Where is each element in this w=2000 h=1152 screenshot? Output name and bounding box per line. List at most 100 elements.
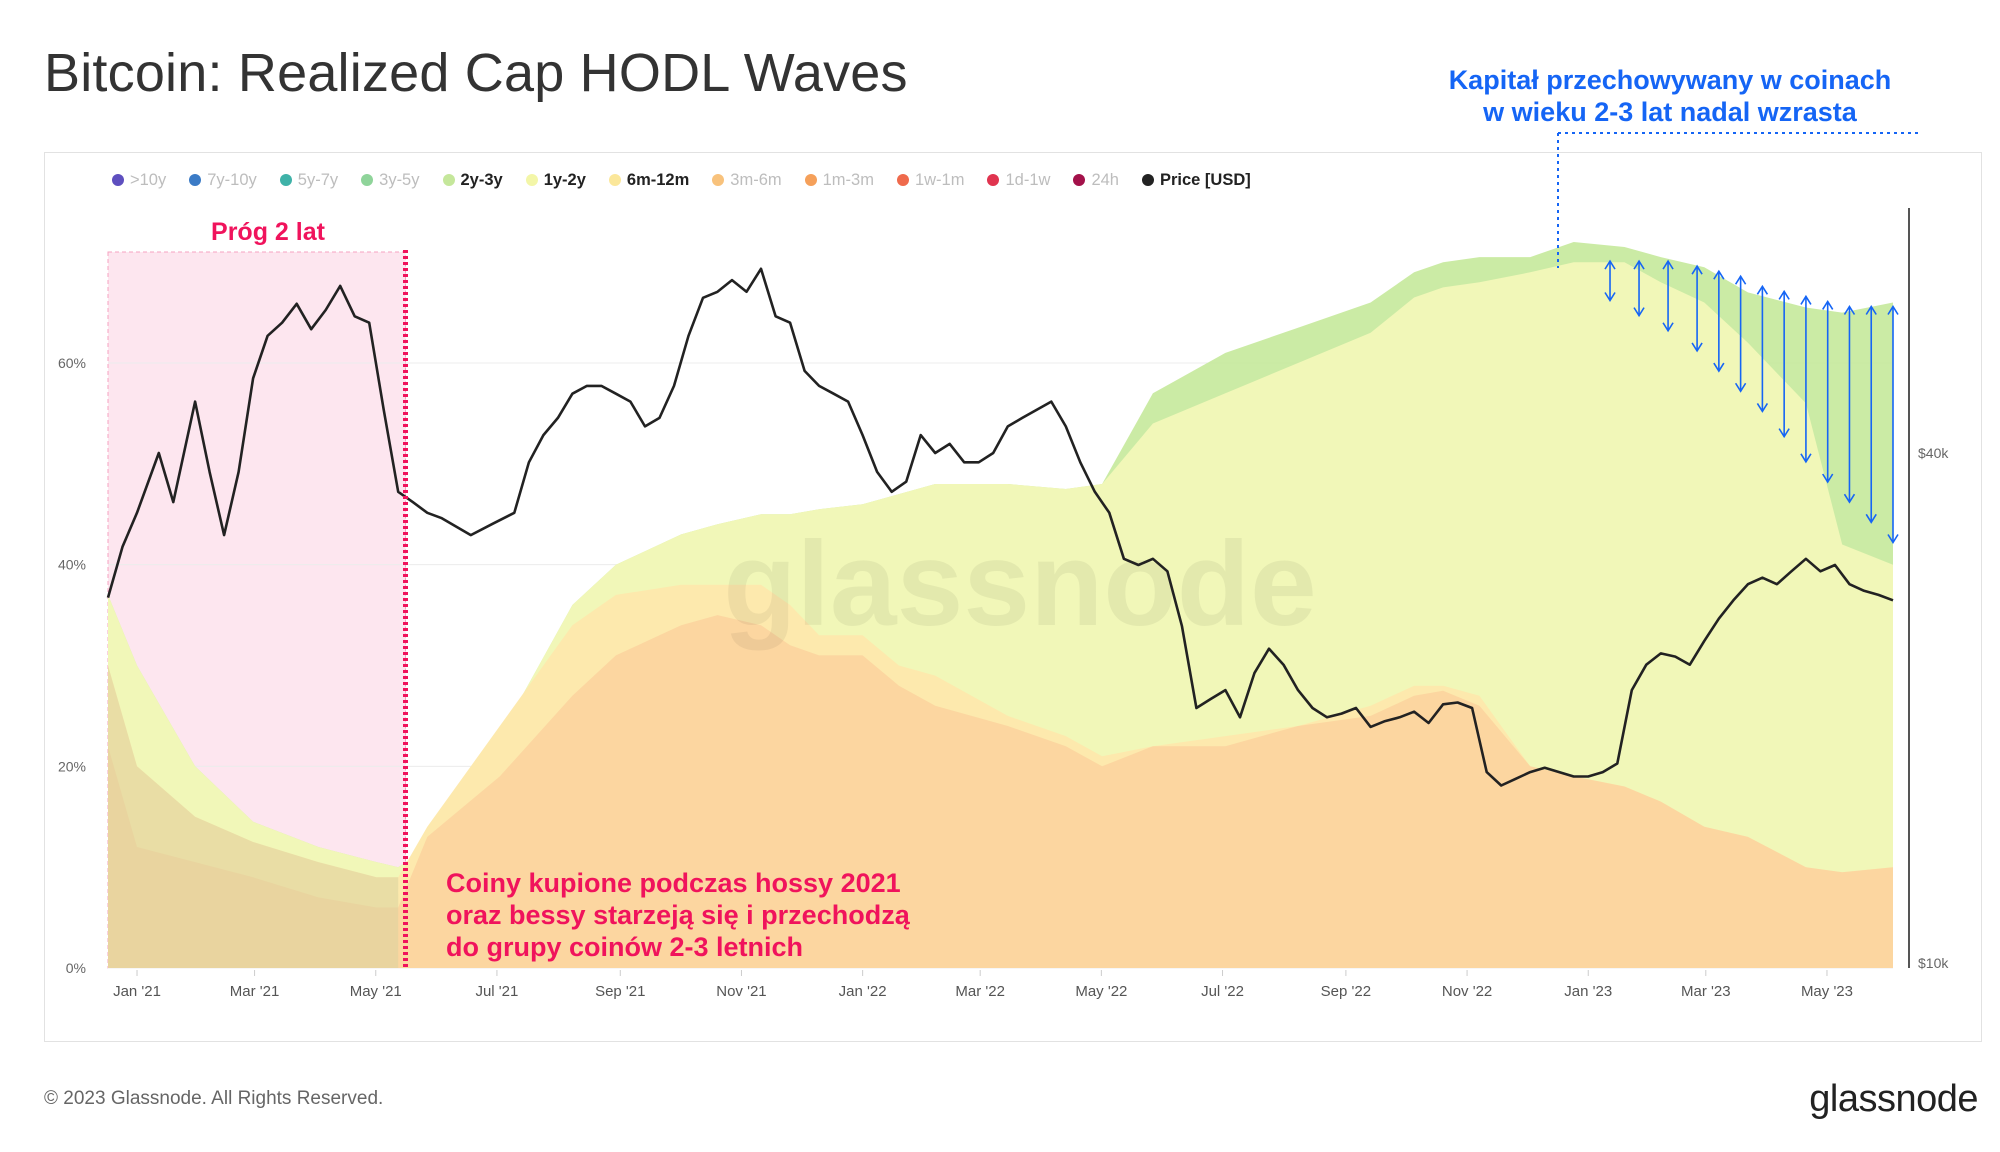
- aging-note-line: Coiny kupione podczas hossy 2021: [446, 868, 901, 898]
- growth-arrow-head-down: [1843, 493, 1856, 504]
- legend-label: 6m-12m: [626, 170, 690, 189]
- growth-arrow-head-up: [1778, 289, 1790, 300]
- legend-item-3y-5y[interactable]: 3y-5y: [361, 170, 420, 190]
- growth-arrow: [1778, 289, 1790, 439]
- legend-item--10y[interactable]: >10y: [112, 171, 166, 190]
- legend-item-3m-6m[interactable]: 3m-6m: [712, 170, 782, 190]
- legend-label: >10y: [130, 170, 167, 189]
- growth-arrow-head-down: [1756, 402, 1769, 413]
- growth-arrow-head-up: [1662, 259, 1674, 270]
- growth-arrow: [1800, 294, 1812, 464]
- legend-label: 5y-7y: [297, 170, 339, 189]
- y-right-tick-label: $40k: [1918, 445, 1949, 461]
- x-tick-label: Jul '21: [475, 983, 518, 1000]
- growth-arrow-head-down: [1778, 428, 1790, 439]
- legend-dot-icon: [189, 174, 202, 186]
- legend-item-price-usd-[interactable]: Price [USD]: [1141, 170, 1251, 190]
- legend-label: 1m-3m: [822, 170, 874, 189]
- x-tick-label: Jan '23: [1564, 983, 1612, 1000]
- threshold-label: Próg 2 lat: [211, 218, 326, 246]
- growth-arrow-head-up: [1843, 304, 1856, 315]
- x-tick-label: Jul '22: [1201, 983, 1244, 1000]
- aging-note-line: oraz bessy starzeją się i przechodzą: [446, 900, 911, 930]
- growth-arrow: [1756, 284, 1769, 413]
- legend-item-7y-10y[interactable]: 7y-10y: [189, 171, 257, 190]
- growth-arrow-head-down: [1604, 292, 1616, 303]
- x-tick-label: Mar '23: [1681, 983, 1731, 1000]
- legend-label: 7y-10y: [207, 170, 257, 189]
- x-tick-label: Sep '22: [1321, 983, 1371, 1000]
- legend-dot-icon: [279, 174, 292, 186]
- x-tick-label: May '22: [1075, 983, 1127, 1000]
- x-tick-label: Jan '22: [839, 983, 887, 1000]
- growth-arrow-head-up: [1604, 259, 1616, 270]
- callout-line-2: w wieku 2-3 lat nadal wzrasta: [1483, 97, 1857, 127]
- chart-legend: >10y 7y-10y 5y-7y 3y-5y 2y-3y 1y-2y 6m-12m 3m-6…: [112, 168, 1274, 192]
- chart-frame: [44, 152, 1982, 1042]
- chart-title: Bitcoin: Realized Cap HODL Waves: [44, 43, 908, 103]
- legend-item-1m-3m[interactable]: 1m-3m: [804, 170, 874, 190]
- legend-item-2y-3y[interactable]: 2y-3y: [442, 170, 503, 190]
- legend-item-24h[interactable]: 24h: [1073, 171, 1119, 190]
- callout-line-1: Kapitał przechowywany w coinach: [1448, 65, 1892, 95]
- legend-label: 2y-3y: [460, 170, 503, 189]
- growth-arrow-head-up: [1822, 299, 1834, 310]
- growth-arrow-head-down: [1800, 453, 1812, 464]
- legend-item-5y-7y[interactable]: 5y-7y: [279, 170, 339, 190]
- x-tick-label: Nov '21: [716, 983, 766, 1000]
- x-tick-label: Nov '22: [1442, 983, 1492, 1000]
- legend-item-1d-1w[interactable]: 1d-1w: [987, 171, 1050, 190]
- growth-arrow: [1843, 304, 1856, 504]
- growth-arrow-head-up: [1865, 304, 1877, 315]
- callout-annotation: Kapitał przechowywany w coinach w wieku …: [1390, 64, 1950, 128]
- legend-dot-icon: [442, 174, 455, 186]
- legend-item-6m-12m[interactable]: 6m-12m: [608, 170, 690, 190]
- legend-label: 3y-5y: [379, 170, 420, 189]
- x-tick-label: Mar '22: [955, 983, 1005, 1000]
- legend-dot-icon: [525, 174, 538, 186]
- legend-label: 24h: [1091, 170, 1119, 189]
- x-tick-label: Sep '21: [595, 983, 645, 1000]
- legend-item-1y-2y[interactable]: 1y-2y: [525, 170, 586, 190]
- legend-dot-icon: [896, 174, 909, 186]
- growth-arrow-head-up: [1713, 269, 1725, 280]
- aging-note-line: do grupy coinów 2-3 letnich: [446, 932, 803, 962]
- band-older-cohorts: [108, 665, 399, 968]
- growth-arrow: [1604, 259, 1616, 303]
- growth-arrow-head-down: [1633, 307, 1645, 318]
- y-tick-label: 0%: [66, 960, 86, 976]
- legend-dot-icon: [361, 174, 374, 186]
- growth-arrow: [1691, 264, 1703, 353]
- legend-dot-icon: [112, 174, 124, 186]
- growth-arrow: [1865, 304, 1877, 524]
- growth-arrow-head-up: [1887, 304, 1899, 315]
- growth-arrow-head-down: [1865, 513, 1877, 524]
- growth-arrow: [1822, 299, 1834, 484]
- growth-arrow-head-down: [1691, 342, 1703, 353]
- watermark-text: glassnode: [723, 517, 1317, 651]
- y-tick-label: 20%: [58, 758, 86, 774]
- legend-item-1w-1m[interactable]: 1w-1m: [896, 170, 965, 190]
- legend-dot-icon: [1073, 174, 1086, 186]
- legend-dot-icon: [1141, 174, 1154, 186]
- legend-label: 3m-6m: [730, 170, 782, 189]
- legend-label: 1y-2y: [543, 170, 586, 189]
- growth-arrow-head-up: [1800, 294, 1812, 305]
- growth-arrow-head-down: [1734, 382, 1747, 393]
- copyright-footer: © 2023 Glassnode. All Rights Reserved.: [44, 1088, 384, 1109]
- growth-arrow-head-down: [1713, 362, 1725, 373]
- legend-label: Price [USD]: [1159, 170, 1251, 189]
- growth-arrow-head-up: [1691, 264, 1703, 275]
- growth-arrow-head-down: [1887, 534, 1899, 545]
- x-tick-label: Mar '21: [230, 983, 280, 1000]
- y-tick-label: 60%: [58, 355, 86, 371]
- legend-dot-icon: [804, 174, 817, 186]
- growth-arrow: [1734, 274, 1747, 393]
- growth-arrow-head-down: [1662, 322, 1674, 333]
- x-tick-label: Jan '21: [113, 983, 161, 1000]
- legend-dot-icon: [608, 174, 621, 186]
- brand-logo: glassnode: [1809, 1078, 1978, 1120]
- legend-dot-icon: [987, 174, 1000, 186]
- legend-label: 1w-1m: [914, 170, 965, 189]
